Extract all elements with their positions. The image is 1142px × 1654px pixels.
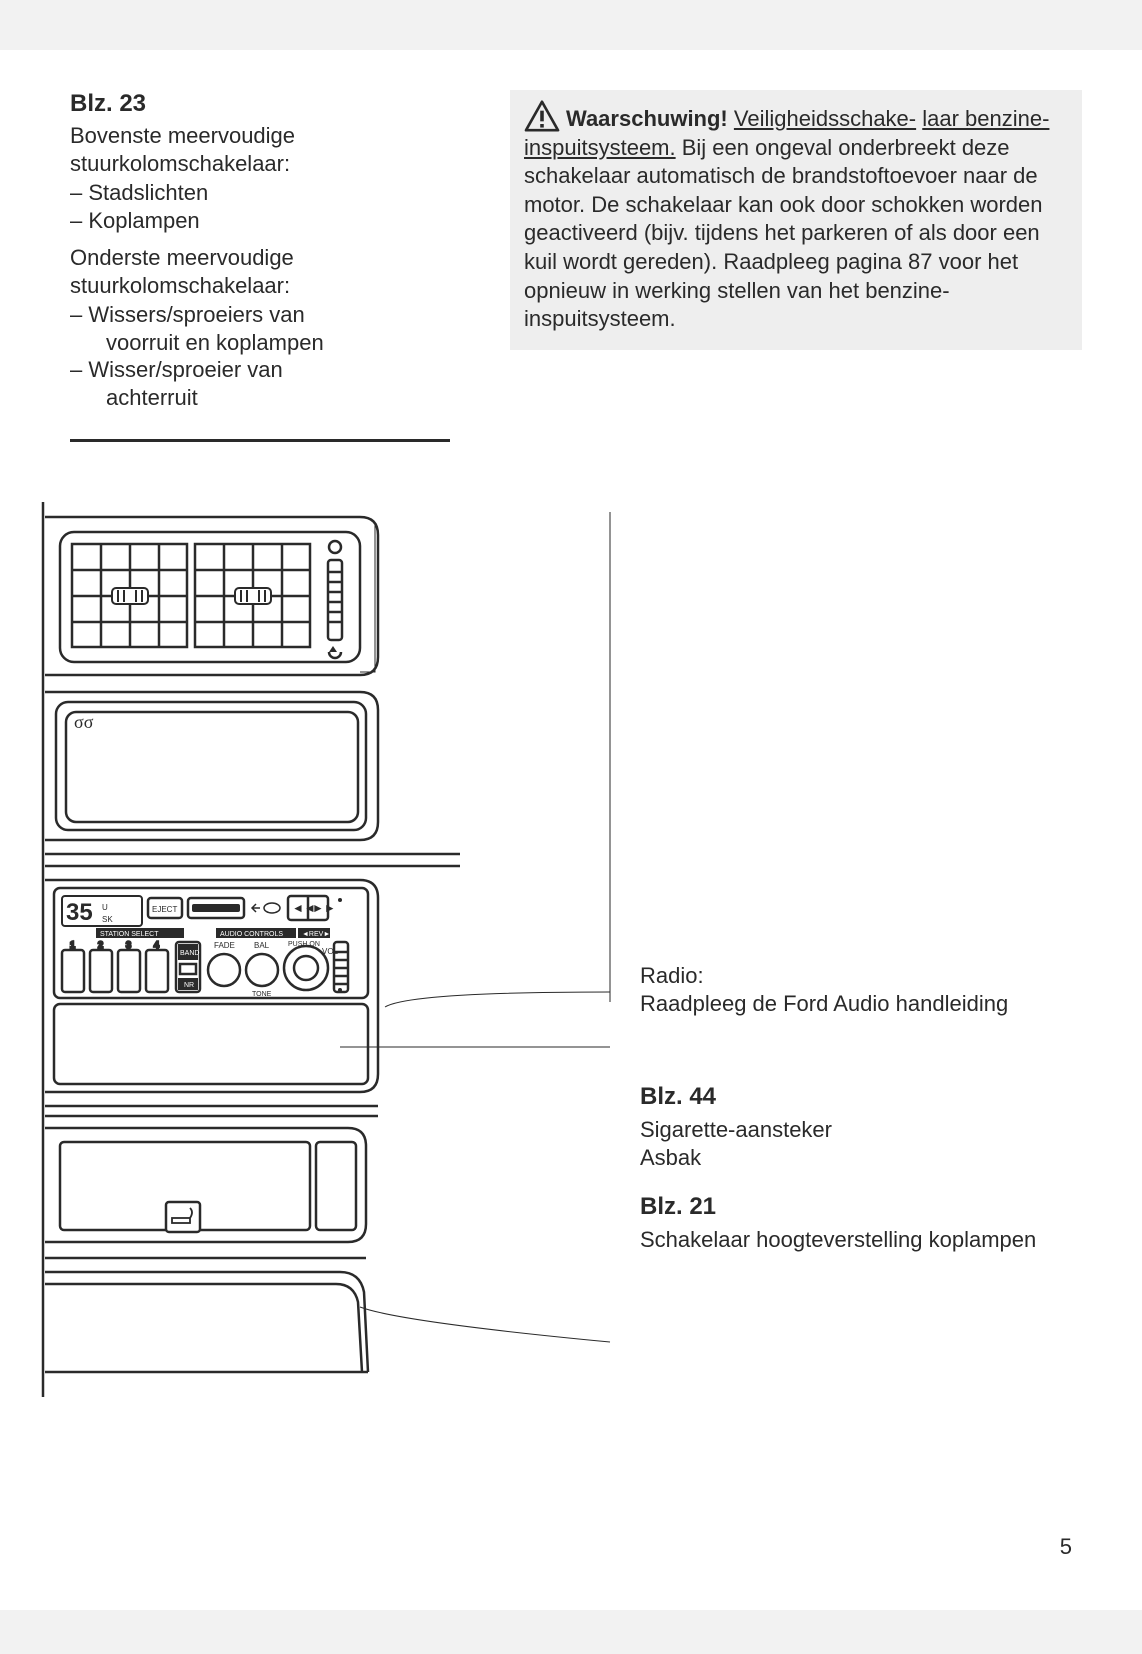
blz21-callout: Blz. 21 Schakelaar hoogteverstelling kop… [640,1192,1036,1254]
svg-text:2: 2 [98,940,103,950]
list-item: Stadslichten [70,179,450,207]
radio-callout: Radio: Raadpleeg de Ford Audio handleidi… [640,962,1008,1017]
svg-text:FADE: FADE [214,941,235,950]
left-column: Blz. 23 Bovenste meervoudige stuurkoloms… [70,90,450,442]
radio-body: Raadpleeg de Ford Audio handleiding [640,990,1008,1018]
radio-label: Radio: [640,962,1008,990]
blz21-body: Schakelaar hoogteverstelling koplampen [640,1226,1036,1254]
top-section: Blz. 23 Bovenste meervoudige stuurkoloms… [70,90,1082,442]
blz44-ashtray: Asbak [640,1144,832,1172]
blz23-heading: Blz. 23 [70,90,450,118]
svg-text:4: 4 [154,940,159,950]
svg-text:TONE: TONE [252,991,272,998]
svg-text:1: 1 [70,940,75,950]
upper-stalk-intro: Bovenste meervoudige stuurkolomschakelaa… [70,122,450,177]
svg-text:STATION SELECT: STATION SELECT [100,931,159,938]
blz44-lighter: Sigarette-aansteker [640,1116,832,1144]
svg-text:PUSH ON: PUSH ON [288,941,320,948]
page-number: 5 [1060,1534,1072,1560]
list-item: Koplampen [70,207,450,235]
svg-text:35: 35 [66,899,93,926]
right-column: Waarschuwing! Veiligheidsschake- laar be… [510,90,1082,442]
svg-text:►►: ►► [312,901,336,915]
blz44-callout: Blz. 44 Sigarette-aansteker Asbak [640,1082,832,1171]
svg-text:BAND: BAND [180,950,199,957]
svg-text:3: 3 [126,940,131,950]
warning-icon [524,100,560,132]
svg-text:NR: NR [184,982,194,989]
svg-text:AUDIO CONTROLS: AUDIO CONTROLS [220,931,283,938]
upper-stalk-list: Stadslichten Koplampen [70,179,450,234]
svg-text:EJECT: EJECT [152,905,177,914]
list-item: Wisser/sproeier van [70,356,450,384]
svg-text:U: U [102,903,108,912]
list-item-sub: voorruit en koplampen [70,329,450,357]
svg-text:SK: SK [102,915,113,924]
manual-page: Blz. 23 Bovenste meervoudige stuurkoloms… [0,50,1142,1610]
warning-title: Waarschuwing! [566,106,728,131]
list-item: Wissers/sproeiers van [70,301,450,329]
svg-text:BAL: BAL [254,941,270,950]
dashboard-diagram: σσ 35 U SK EJECT [70,502,1082,1402]
list-item-sub: achterruit [70,384,450,412]
warning-underline: Veiligheidsschake- [734,106,916,131]
blz21-heading: Blz. 21 [640,1192,1036,1222]
lower-stalk-list: Wissers/sproeiers van voorruit en koplam… [70,301,450,411]
blz44-heading: Blz. 44 [640,1082,832,1112]
center-console-svg: σσ 35 U SK EJECT [40,502,660,1402]
lower-stalk-intro: Onderste meervoudige stuurkolomschakelaa… [70,244,450,299]
warning-box: Waarschuwing! Veiligheidsschake- laar be… [510,90,1082,350]
svg-text:σσ: σσ [74,712,94,732]
warning-body: Bij een ongeval onderbreekt deze schakel… [524,135,1043,332]
svg-text:◄REV►: ◄REV► [302,931,330,938]
